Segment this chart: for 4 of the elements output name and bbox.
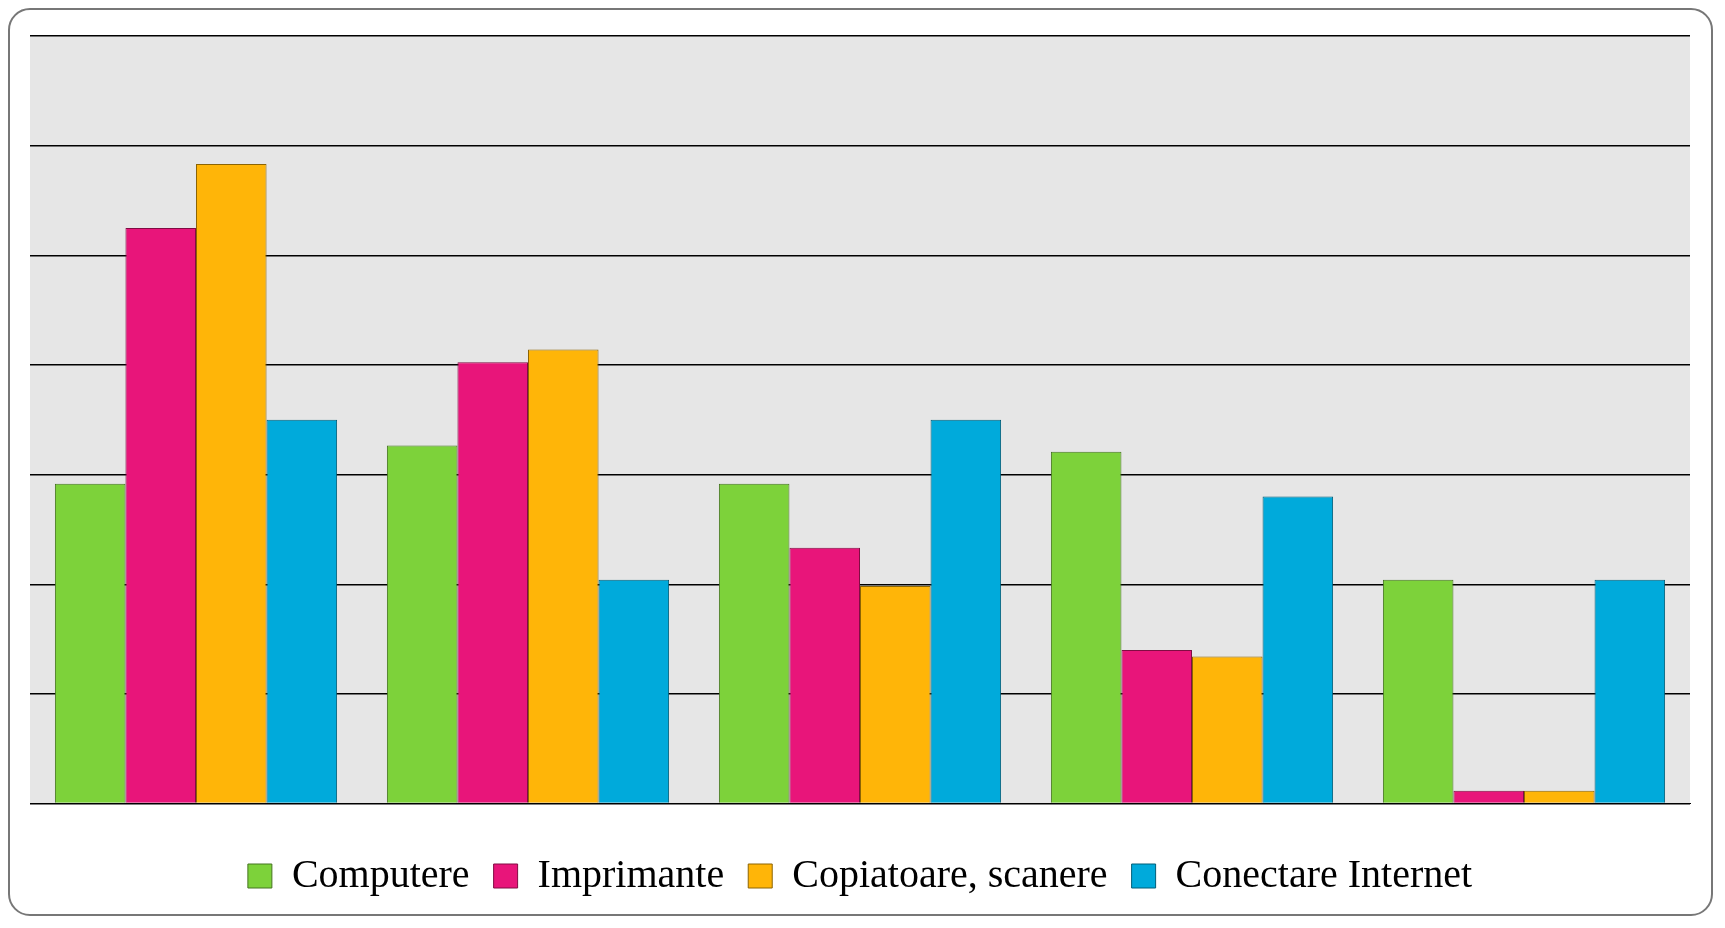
legend-label: Conectare Internet <box>1175 850 1473 896</box>
legend-label: Computere <box>291 850 470 896</box>
legend-label: Imprimante <box>537 850 725 896</box>
legend-label: Copiatoare, scanere <box>792 850 1108 896</box>
